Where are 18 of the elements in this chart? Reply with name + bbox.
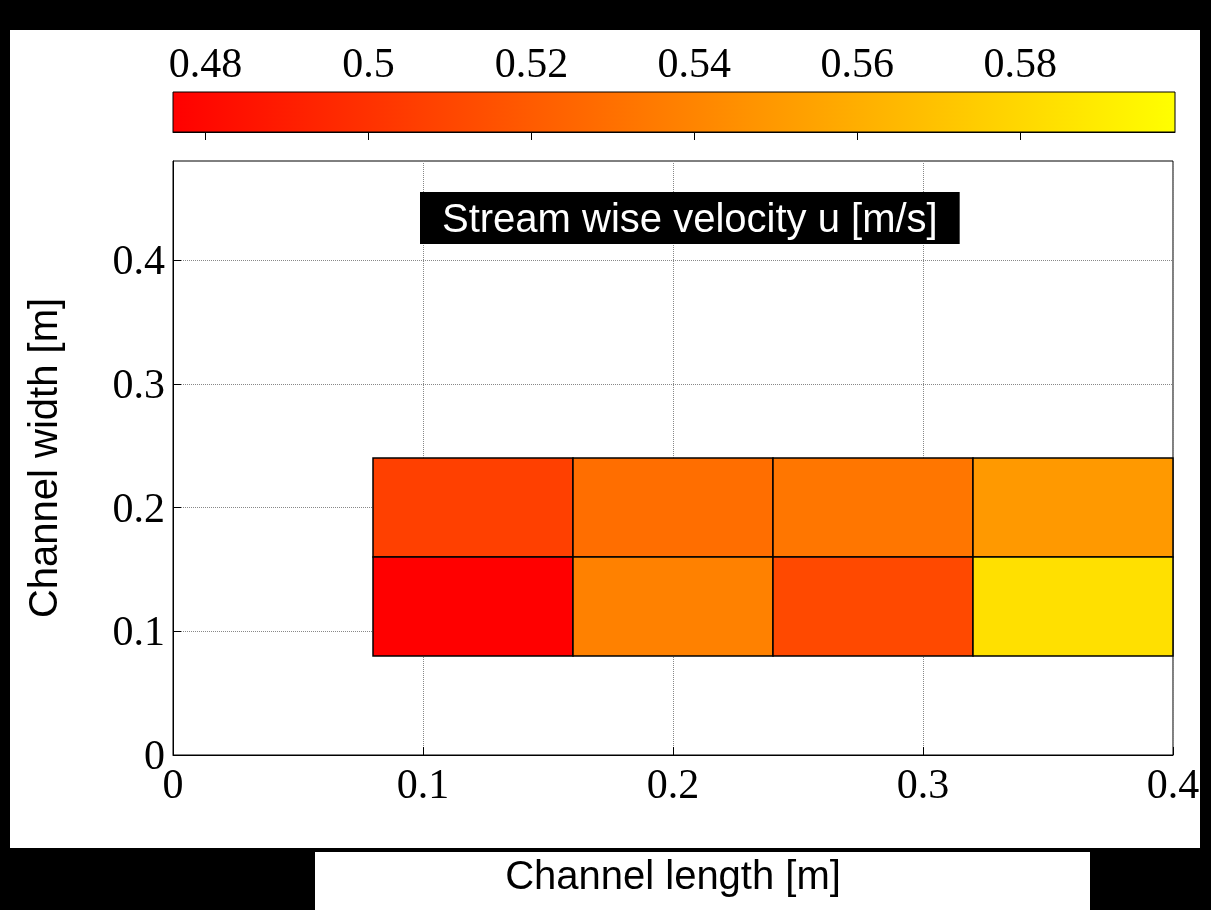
color-bar-label: 0.5 xyxy=(342,40,395,86)
x-tick-label: 0.4 xyxy=(1146,761,1200,807)
x-axis-title: Channel length [m] xyxy=(505,853,841,897)
y-tick-label: 0 xyxy=(144,732,165,778)
y-tick-label: 0.1 xyxy=(112,608,165,655)
color-bar-label: 0.56 xyxy=(820,40,895,86)
y-tick-label: 0.3 xyxy=(112,360,165,407)
color-bar-label: 0.54 xyxy=(657,40,732,86)
x-tick-label: 0.1 xyxy=(396,761,450,807)
y-tick-label: 0.4 xyxy=(112,237,165,283)
x-tick-label: 0.2 xyxy=(646,761,700,807)
color-bar-label: 0.58 xyxy=(983,40,1057,86)
color-bar-label: 0.52 xyxy=(494,40,569,86)
color-bar-label: 0.48 xyxy=(168,40,243,86)
y-axis-title: Channel width [m] xyxy=(21,297,65,619)
x-tick-label: 0.3 xyxy=(896,761,950,807)
color-bar-title: Stream wise velocity u [m/s] xyxy=(442,196,938,240)
y-tick-label: 0.2 xyxy=(112,484,165,531)
